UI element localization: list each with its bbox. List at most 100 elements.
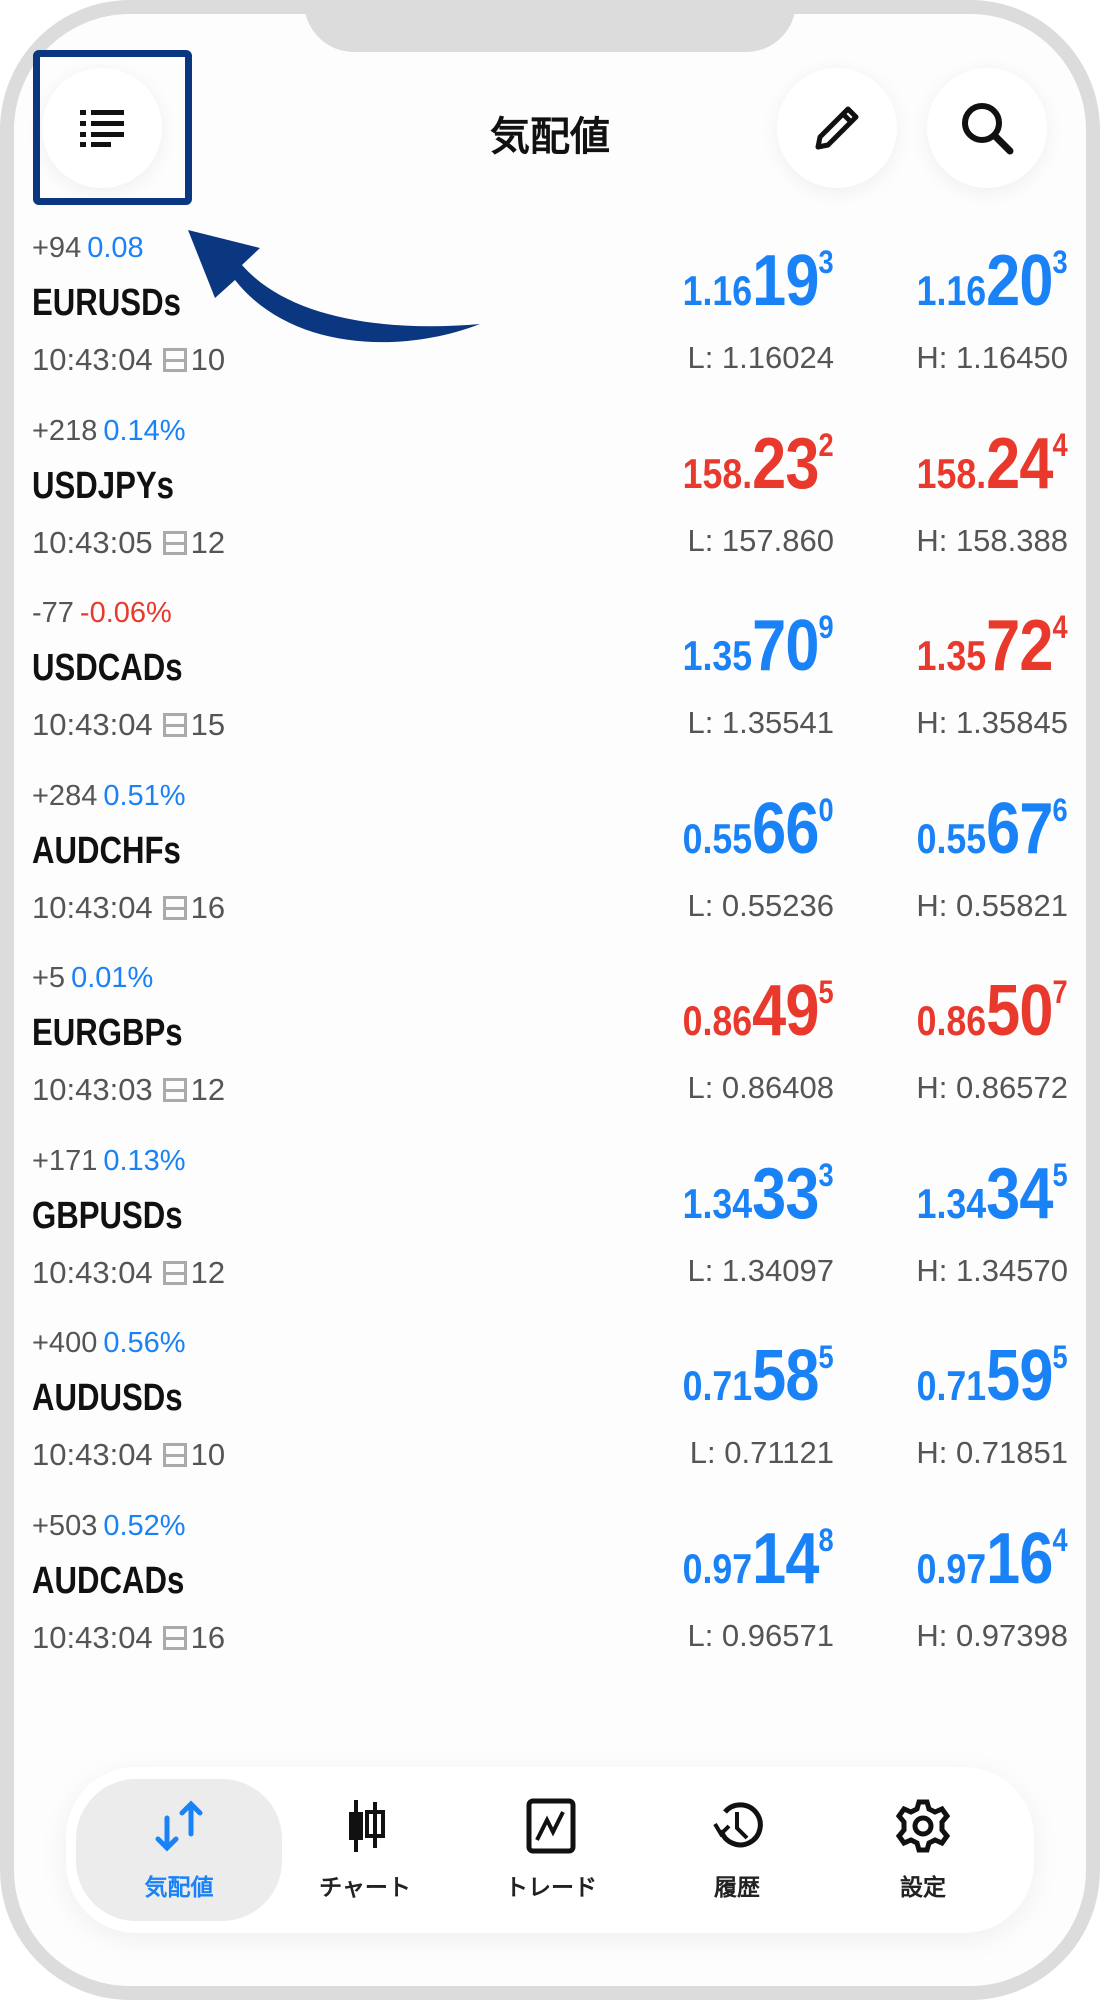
- quote-row[interactable]: +171 0.13% GBPUSDs 10:43:04 12 1.34333 1.3…: [0, 1133, 1100, 1316]
- bid-price[interactable]: 158.232: [683, 423, 834, 505]
- bid-prefix: 0.55: [683, 814, 753, 862]
- bottom-tab-bar: 気配値 チャート トレード 履歴 設定: [66, 1767, 1034, 1933]
- spread-icon: [162, 713, 187, 737]
- ask-pips: 24: [986, 423, 1053, 504]
- tab-arrows-up-down[interactable]: 気配値: [76, 1779, 282, 1921]
- quote-time: 10:43:04: [32, 889, 153, 925]
- bid-prefix: 0.71: [683, 1362, 753, 1409]
- ask-price[interactable]: 1.34345: [917, 1153, 1068, 1235]
- ask-prefix: 158.: [917, 449, 987, 497]
- quote-row[interactable]: +5 0.01% EURGBPs 10:43:03 12 0.86495 0.865…: [0, 950, 1100, 1133]
- ask-pips: 50: [986, 971, 1053, 1051]
- symbol-name: USDCADs: [32, 647, 183, 689]
- candlestick-icon: [349, 1800, 385, 1852]
- low-price: L: 157.860: [687, 522, 834, 558]
- ask-price[interactable]: 1.35724: [917, 605, 1068, 687]
- spread: 16: [190, 889, 226, 925]
- ask-fraction: 5: [1052, 1156, 1068, 1193]
- arrows-up-down-icon: [155, 1800, 203, 1852]
- tab-candlestick[interactable]: チャート: [262, 1779, 468, 1921]
- ask-fraction: 6: [1052, 791, 1068, 828]
- ask-price[interactable]: 0.55676: [917, 788, 1068, 870]
- spread: 12: [190, 1254, 226, 1290]
- symbol-name: EURUSDs: [32, 282, 181, 324]
- symbol-name: AUDUSDs: [32, 1377, 183, 1419]
- tab-gear[interactable]: 設定: [820, 1779, 1026, 1921]
- change-percent: 0.08: [87, 232, 144, 264]
- ask-fraction: 5: [1052, 1339, 1068, 1375]
- change-points: -77: [32, 597, 74, 629]
- ask-price[interactable]: 0.71595: [917, 1335, 1068, 1417]
- quote-time-row: 10:43:04 10: [32, 1437, 225, 1473]
- ask-fraction: 4: [1052, 609, 1068, 645]
- low-price: L: 1.16024: [687, 340, 834, 375]
- spread: 12: [190, 1072, 226, 1107]
- ask-pips: 72: [986, 606, 1053, 686]
- change: +171 0.13%: [32, 1145, 186, 1178]
- change-points: +171: [32, 1144, 98, 1177]
- ask-price[interactable]: 0.86507: [917, 970, 1068, 1052]
- quote-time: 10:43:05: [32, 524, 153, 560]
- quote-time: 10:43:04: [32, 1254, 153, 1290]
- quote-row[interactable]: +218 0.14% USDJPYs 10:43:05 12 158.232 158…: [0, 403, 1100, 586]
- change: +5 0.01%: [32, 962, 153, 995]
- high-price: H: 1.34570: [916, 1252, 1068, 1288]
- quote-time-row: 10:43:03 12: [32, 1072, 225, 1108]
- change: +284 0.51%: [32, 780, 186, 813]
- quote-list: +94 0.08 EURUSDs 10:43:04 10 1.16193 1.162…: [0, 220, 1100, 1680]
- bid-price[interactable]: 0.55660: [683, 788, 834, 870]
- gear-icon: [895, 1799, 951, 1853]
- list-icon: [80, 110, 124, 147]
- bid-price[interactable]: 0.86495: [683, 970, 834, 1052]
- quote-row[interactable]: +284 0.51% AUDCHFs 10:43:04 16 0.55660 0.5…: [0, 768, 1100, 951]
- bid-prefix: 0.86: [683, 997, 753, 1044]
- bid-pips: 58: [752, 1336, 819, 1416]
- edit-button[interactable]: [777, 68, 897, 188]
- bid-prefix: 158.: [683, 449, 753, 497]
- bid-price[interactable]: 0.97148: [683, 1518, 834, 1600]
- ask-fraction: 7: [1052, 974, 1068, 1010]
- ask-price[interactable]: 0.97164: [917, 1518, 1068, 1600]
- change-points: +218: [32, 414, 98, 447]
- ask-price[interactable]: 158.244: [917, 423, 1068, 505]
- bid-price[interactable]: 1.34333: [683, 1153, 834, 1235]
- bid-prefix: 0.97: [683, 1544, 753, 1592]
- bid-price[interactable]: 1.16193: [683, 240, 834, 322]
- menu-button[interactable]: [42, 68, 162, 188]
- tab-trade-chart[interactable]: トレード: [448, 1779, 654, 1921]
- tab-history[interactable]: 履歴: [634, 1779, 840, 1921]
- bid-price[interactable]: 0.71585: [683, 1335, 834, 1417]
- high-price: H: 0.97398: [916, 1617, 1068, 1653]
- spread-icon: [162, 348, 187, 372]
- quote-time: 10:43:04: [32, 342, 153, 377]
- ask-fraction: 4: [1052, 426, 1068, 463]
- bid-fraction: 2: [818, 426, 834, 463]
- quote-time-row: 10:43:04 16: [32, 890, 225, 926]
- ask-prefix: 0.97: [917, 1544, 987, 1592]
- spread-icon: [162, 530, 187, 555]
- change-percent: 0.13%: [103, 1144, 186, 1177]
- spread-icon: [162, 1625, 187, 1650]
- spread: 10: [190, 342, 226, 377]
- quote-row[interactable]: -77 -0.06% USDCADs 10:43:04 15 1.35709 1.3…: [0, 585, 1100, 768]
- quote-time-row: 10:43:04 16: [32, 1620, 225, 1656]
- change-points: +94: [32, 232, 82, 264]
- quote-time: 10:43:04: [32, 1619, 153, 1655]
- spread-icon: [162, 1078, 187, 1102]
- ask-prefix: 1.34: [917, 1179, 987, 1227]
- quote-row[interactable]: +400 0.56% AUDUSDs 10:43:04 10 0.71585 0.7…: [0, 1315, 1100, 1498]
- bid-fraction: 5: [818, 974, 834, 1010]
- pencil-icon: [815, 106, 859, 150]
- quote-time: 10:43:03: [32, 1072, 153, 1107]
- bid-price[interactable]: 1.35709: [683, 605, 834, 687]
- quote-row[interactable]: +503 0.52% AUDCADs 10:43:04 16 0.97148 0.9…: [0, 1498, 1100, 1681]
- bid-pips: 14: [752, 1518, 819, 1599]
- bid-prefix: 1.16: [683, 267, 753, 314]
- quote-time-row: 10:43:04 12: [32, 1255, 225, 1291]
- ask-price[interactable]: 1.16203: [917, 240, 1068, 322]
- low-price: L: 0.86408: [687, 1070, 834, 1105]
- quote-time: 10:43:04: [32, 1437, 153, 1472]
- quote-row[interactable]: +94 0.08 EURUSDs 10:43:04 10 1.16193 1.162…: [0, 220, 1100, 403]
- search-button[interactable]: [927, 68, 1047, 188]
- quote-time-row: 10:43:04 10: [32, 342, 225, 378]
